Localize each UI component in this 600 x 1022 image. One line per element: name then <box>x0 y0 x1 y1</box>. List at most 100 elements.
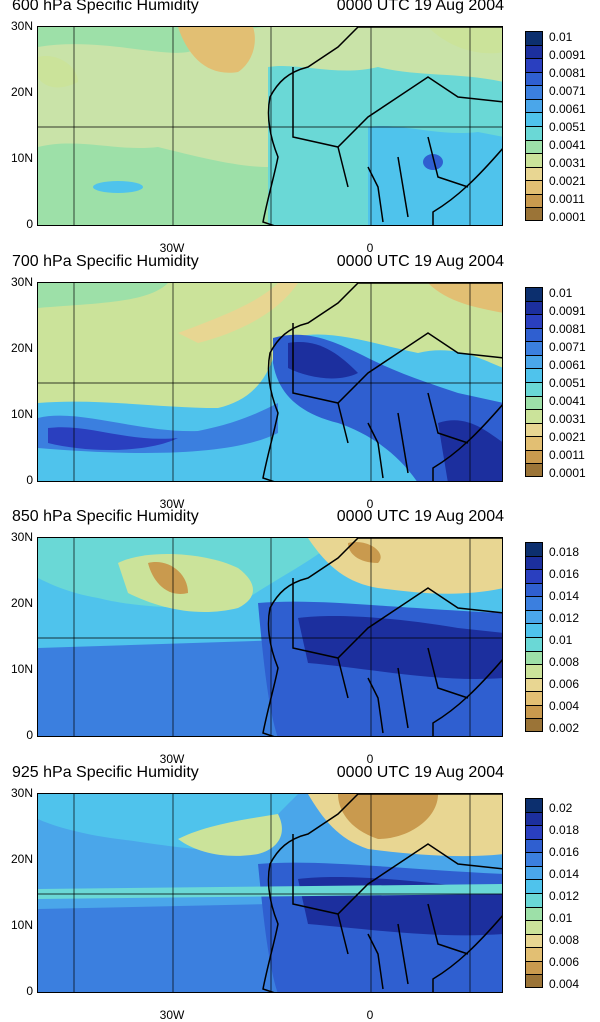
x-tick-label: 0 <box>366 241 374 255</box>
moist-core <box>48 427 178 450</box>
dry-patch <box>428 27 502 54</box>
y-tick-label: 20N <box>10 85 33 99</box>
moist-core <box>423 154 443 170</box>
country-borders <box>292 578 502 659</box>
dry-core <box>338 794 438 839</box>
panel-600hpa: 600 hPa Specific Humidity 0000 UTC 19 Au… <box>0 0 600 255</box>
colorbar-label: 0.016 <box>549 845 580 859</box>
moist-stripe <box>38 884 502 899</box>
colorbar-swatch <box>525 811 543 826</box>
colorbar-swatch <box>525 193 543 208</box>
colorbar-swatch <box>525 31 543 45</box>
panel-title: 850 hPa Specific Humidity <box>12 508 199 525</box>
colorbar-swatch <box>525 409 543 423</box>
colorbar-swatch <box>525 422 543 437</box>
country-borders <box>292 323 502 404</box>
colorbar-swatch <box>525 892 543 907</box>
y-tick-label: 10N <box>10 151 33 165</box>
y-tick-label: 30N <box>10 786 33 800</box>
colorbar-label: 0.002 <box>549 721 580 735</box>
colorbar-swatch <box>525 718 543 732</box>
africa-coastline <box>262 794 502 992</box>
country-borders <box>292 67 502 148</box>
colorbar-label: 0.018 <box>549 545 580 559</box>
humidity-map <box>37 537 503 737</box>
y-tick-label: 0 <box>26 984 33 998</box>
colorbar-swatch <box>525 838 543 853</box>
colorbar-swatch <box>525 436 543 450</box>
colorbar-swatch <box>525 139 543 154</box>
colorbar-label: 0.0071 <box>549 340 586 354</box>
colorbar <box>525 287 543 477</box>
dry-region <box>178 814 282 856</box>
colorbar-swatch <box>525 166 543 181</box>
colorbar-label: 0.0011 <box>549 192 585 206</box>
colorbar-swatch <box>525 865 543 880</box>
colorbar-label: 0.0081 <box>549 66 586 80</box>
colorbar-label: 0.006 <box>549 677 580 691</box>
colorbar-label: 0.012 <box>549 889 580 903</box>
colorbar-swatch <box>525 933 543 948</box>
colorbar-swatch <box>525 44 543 59</box>
colorbar-label: 0.008 <box>549 933 580 947</box>
humidity-map <box>37 282 503 482</box>
colorbar-swatch <box>525 636 543 651</box>
colorbar-swatch <box>525 623 543 637</box>
colorbar-swatch <box>525 650 543 665</box>
colorbar-swatch <box>525 920 543 934</box>
colorbar-label: 0.0031 <box>549 412 586 426</box>
x-tick-label: 30W <box>159 241 185 255</box>
colorbar-swatch <box>525 327 543 342</box>
panel-timestamp: 0000 UTC 19 Aug 2004 <box>336 508 504 525</box>
colorbar-label: 0.0041 <box>549 394 586 408</box>
x-tick-label: 30W <box>159 497 185 511</box>
colorbar-swatch <box>525 879 543 893</box>
colorbar-label: 0.016 <box>549 567 580 581</box>
moist-core <box>298 616 502 680</box>
colorbar-swatch <box>525 381 543 396</box>
colorbar-swatch <box>525 125 543 140</box>
panel-925hpa: 925 hPa Specific Humidity 0000 UTC 19 Au… <box>0 764 600 1022</box>
colorbar-label: 0.004 <box>549 977 580 991</box>
colorbar-swatch <box>525 449 543 464</box>
x-tick-label: 0 <box>366 1008 374 1022</box>
colorbar-label: 0.008 <box>549 655 580 669</box>
colorbar-swatch <box>525 798 543 812</box>
field-band <box>38 143 268 225</box>
y-tick-label: 30N <box>10 19 33 33</box>
y-tick-label: 10N <box>10 918 33 932</box>
africa-coastline <box>262 538 502 736</box>
colorbar-label: 0.0041 <box>549 138 586 152</box>
colorbar-label: 0.0021 <box>549 430 586 444</box>
colorbar-label: 0.0081 <box>549 322 586 336</box>
field-band <box>38 283 168 308</box>
africa-coastline <box>262 283 502 481</box>
colorbar-label: 0.0011 <box>549 448 585 462</box>
colorbar-swatch <box>525 314 543 328</box>
y-tick-label: 10N <box>10 662 33 676</box>
colorbar-swatch <box>525 906 543 921</box>
colorbar-label: 0.0061 <box>549 358 586 372</box>
panel-850hpa: 850 hPa Specific Humidity 0000 UTC 19 Au… <box>0 508 600 766</box>
y-tick-label: 10N <box>10 407 33 421</box>
humidity-map <box>37 793 503 993</box>
colorbar-swatch <box>525 85 543 99</box>
colorbar-swatch <box>525 300 543 315</box>
y-tick-label: 20N <box>10 596 33 610</box>
dry-patch <box>38 56 78 88</box>
colorbar-label: 0.0091 <box>549 304 586 318</box>
colorbar-swatch <box>525 555 543 570</box>
colorbar-swatch <box>525 207 543 221</box>
panel-timestamp: 0000 UTC 19 Aug 2004 <box>336 764 504 781</box>
colorbar-label: 0.01 <box>549 911 573 925</box>
dry-core <box>148 562 188 594</box>
colorbar-label: 0.0051 <box>549 120 586 134</box>
colorbar-swatch <box>525 596 543 610</box>
colorbar-swatch <box>525 691 543 705</box>
colorbar-label: 0.006 <box>549 955 580 969</box>
colorbar-swatch <box>525 852 543 866</box>
colorbar-swatch <box>525 368 543 382</box>
colorbar-label: 0.012 <box>549 611 580 625</box>
colorbar-swatch <box>525 825 543 839</box>
dry-patch <box>178 27 255 73</box>
